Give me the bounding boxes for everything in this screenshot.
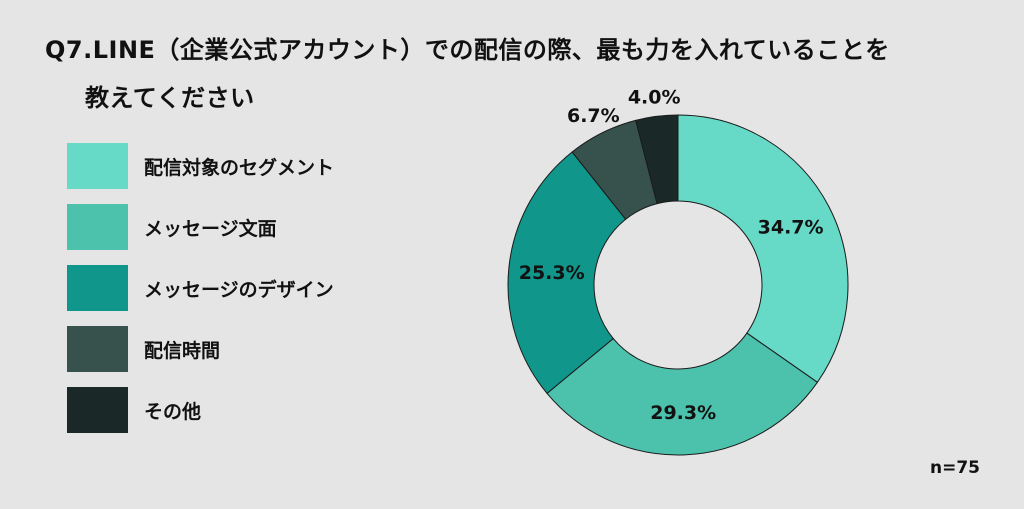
data-label: 4.0% [628,86,681,108]
legend-swatch [67,326,128,372]
legend-label: 配信対象のセグメント [144,156,335,179]
legend-swatch [67,387,128,433]
legend-item: メッセージ文面 [67,204,277,250]
chart-title-line2: 教えてください [85,84,255,112]
chart-title-line1: Q7.LINE（企業公式アカウント）での配信の際、最も力を入れていることを [45,36,890,64]
donut-slice [546,332,819,456]
donut-slice [635,114,679,205]
data-label: 34.7% [758,216,824,238]
legend-swatch [67,204,128,250]
legend-label: メッセージのデザイン [144,278,334,301]
legend-item: その他 [67,387,201,433]
donut-slice [677,114,849,384]
legend-swatch [67,265,128,311]
data-label: 25.3% [519,262,585,284]
donut-slice [507,151,627,395]
legend-label: メッセージ文面 [144,217,277,240]
data-label: 6.7% [567,105,620,127]
legend-item: 配信対象のセグメント [67,143,334,189]
legend-label: 配信時間 [144,339,221,362]
legend-item: メッセージのデザイン [67,265,334,311]
data-label: 29.3% [650,402,716,424]
legend-item: 配信時間 [67,326,220,372]
legend-label: その他 [144,400,202,423]
sample-size: n=75 [930,458,981,478]
legend-swatch [67,143,128,189]
